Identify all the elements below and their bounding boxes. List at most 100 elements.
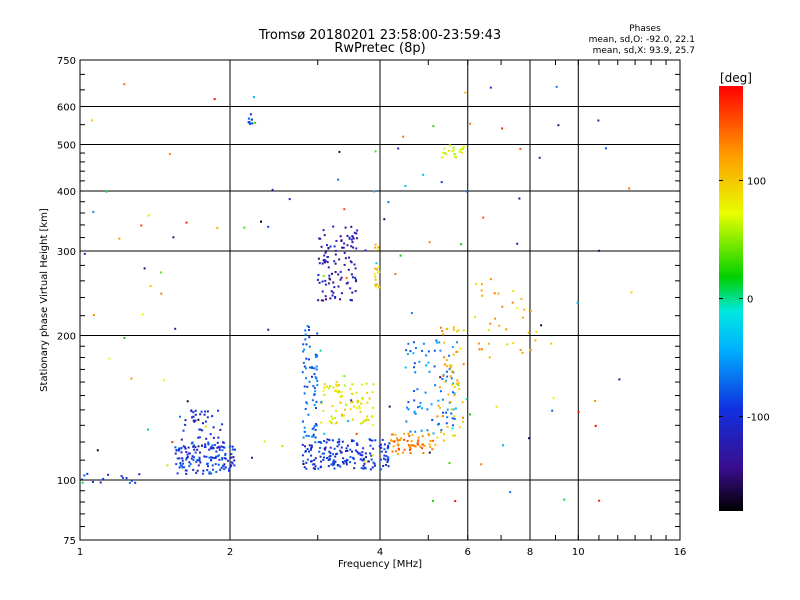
data-point <box>302 460 305 463</box>
data-point <box>311 463 314 466</box>
data-point <box>224 466 227 469</box>
data-point <box>339 278 342 281</box>
data-point <box>180 438 183 441</box>
data-point <box>409 447 412 449</box>
data-point <box>348 237 351 240</box>
data-point <box>387 456 390 459</box>
data-point <box>315 368 318 371</box>
data-point <box>452 382 454 385</box>
data-point <box>314 457 317 460</box>
data-point <box>330 415 333 418</box>
data-point <box>386 447 389 450</box>
data-point <box>371 439 374 442</box>
data-point <box>356 399 359 402</box>
data-point <box>333 467 336 470</box>
data-point <box>91 119 93 122</box>
data-point <box>432 125 435 128</box>
data-point <box>340 276 343 279</box>
data-point <box>324 251 327 254</box>
data-point <box>365 382 368 385</box>
data-point <box>380 446 383 449</box>
data-point <box>385 463 387 466</box>
data-point <box>361 454 364 457</box>
data-point <box>192 444 195 447</box>
y-tick-label: 750 <box>57 56 76 67</box>
data-point <box>505 328 508 331</box>
data-point <box>445 153 448 156</box>
data-point <box>369 468 372 471</box>
data-point <box>221 464 224 467</box>
data-point <box>450 377 453 380</box>
data-point <box>324 446 327 449</box>
data-point <box>315 407 317 409</box>
data-point <box>388 442 391 445</box>
data-point <box>335 384 338 387</box>
data-point <box>391 433 394 436</box>
data-point <box>187 446 190 449</box>
data-point <box>355 432 358 435</box>
data-point <box>327 247 330 250</box>
data-point <box>304 408 307 410</box>
data-point <box>215 455 218 458</box>
data-point <box>455 350 458 353</box>
data-point <box>358 452 361 455</box>
data-point <box>481 294 484 297</box>
data-point <box>413 390 415 392</box>
data-point <box>339 235 342 238</box>
data-point <box>174 452 177 455</box>
data-point <box>230 456 233 459</box>
data-point <box>86 472 89 475</box>
data-point <box>329 446 332 449</box>
data-point <box>226 459 229 462</box>
data-point <box>206 469 209 472</box>
data-point <box>401 451 404 454</box>
data-point <box>190 442 193 445</box>
data-point <box>223 468 226 471</box>
data-point <box>311 375 313 378</box>
data-point <box>212 456 215 459</box>
data-point <box>217 436 220 439</box>
data-point <box>374 243 377 246</box>
data-point <box>350 238 353 241</box>
data-point <box>307 435 310 437</box>
data-point <box>336 385 339 388</box>
data-point <box>414 371 417 374</box>
data-point <box>371 454 374 457</box>
data-point <box>185 469 188 472</box>
data-point <box>189 463 192 465</box>
data-point <box>351 383 354 386</box>
data-point <box>413 362 416 365</box>
data-point <box>321 452 324 455</box>
data-point <box>420 429 423 432</box>
data-point <box>198 428 201 431</box>
data-point <box>391 440 394 442</box>
data-point <box>353 263 356 266</box>
data-point <box>350 299 353 302</box>
data-point <box>407 342 410 345</box>
data-point <box>202 422 204 425</box>
data-point <box>367 460 370 463</box>
data-point <box>181 466 184 469</box>
data-point <box>388 405 391 408</box>
data-point <box>105 190 108 193</box>
data-point <box>183 466 186 469</box>
data-point <box>212 468 214 471</box>
data-point <box>99 481 102 484</box>
data-point <box>327 465 330 468</box>
data-point <box>331 439 334 442</box>
phase-stats-title: Phases <box>629 24 661 34</box>
data-point <box>519 147 522 150</box>
data-point <box>403 438 405 441</box>
data-point <box>442 439 445 442</box>
data-point <box>409 452 412 454</box>
data-point <box>215 470 218 473</box>
data-point <box>336 445 339 448</box>
data-point <box>428 451 431 454</box>
data-point <box>374 464 376 467</box>
data-point <box>211 464 214 467</box>
data-point <box>449 366 452 369</box>
data-point <box>323 258 326 261</box>
data-point <box>409 430 412 433</box>
data-point <box>452 328 455 331</box>
data-point <box>360 402 363 405</box>
